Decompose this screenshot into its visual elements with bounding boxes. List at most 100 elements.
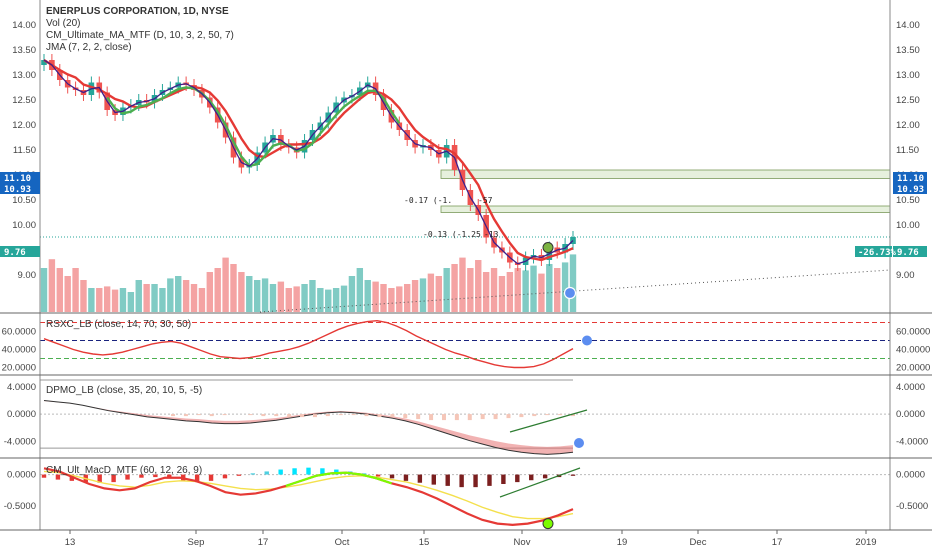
price-y-tick-left: 12.50	[12, 95, 36, 106]
volume-bar	[285, 288, 292, 312]
dpmo-hist-bar	[390, 414, 395, 418]
volume-bar	[538, 273, 545, 312]
measure-annotation-4: -13	[484, 230, 499, 239]
macd-hist-bar	[320, 468, 325, 475]
price-y-tick-right: 11.50	[896, 145, 919, 156]
rsx-y-tick-left: 60.0000	[2, 327, 36, 338]
macd-hist-bar	[167, 474, 172, 479]
x-tick-label: Nov	[514, 537, 531, 548]
volume-bar	[253, 280, 261, 312]
rsx-pane[interactable]	[40, 319, 890, 369]
macd-hist-bar	[208, 474, 214, 481]
volume-bar	[419, 278, 427, 312]
volume-bar	[561, 262, 569, 312]
price-pane[interactable]	[40, 54, 891, 313]
dpmo-hist-bar	[222, 414, 227, 416]
volume-bar	[214, 268, 221, 312]
dpmo-y-tick-right: 0.0000	[896, 409, 925, 420]
volume-bar	[522, 270, 529, 312]
dpmo-hist-bar	[196, 414, 201, 416]
volume-bar	[127, 292, 135, 312]
left-price-tag-2	[0, 183, 40, 194]
volume-bar	[222, 257, 229, 312]
rsx-title: RSXC_LB (close, 14, 70, 30, 50)	[46, 319, 191, 330]
macd-hist-bar	[236, 474, 242, 476]
price-y-tick-left: 11.50	[13, 145, 36, 156]
rsx-marker	[582, 335, 592, 346]
macd-hist-bar	[55, 474, 61, 480]
macd-hist-bar	[570, 474, 576, 476]
price-y-tick-left: 13.50	[12, 45, 36, 56]
right-price-tag-3	[893, 246, 927, 257]
price-y-tick-right: 12.00	[896, 120, 920, 131]
candle-body	[41, 60, 47, 65]
measure-annotation-1: -0.17 (-1.	[404, 196, 452, 205]
volume-bar	[514, 268, 521, 312]
macd-hist-bar	[389, 474, 395, 479]
volume-bar	[206, 272, 214, 312]
rsx-y-tick-left: 20.0000	[2, 363, 36, 374]
macd-hist-bar	[250, 473, 256, 475]
right-price-tag-1	[893, 172, 927, 183]
dpmo-hist-bar	[274, 414, 279, 417]
macd-hist-bar	[264, 471, 269, 475]
volume-bar	[340, 285, 348, 312]
dpmo-hist-bar	[519, 414, 524, 418]
x-tick-label: 15	[419, 537, 430, 548]
volume-bar	[569, 254, 577, 312]
volume-bar	[325, 289, 332, 312]
macd-hist-bar	[111, 474, 116, 483]
volume-bar	[277, 281, 285, 312]
dpmo-marker	[574, 438, 584, 448]
dpmo-hist-bar	[261, 414, 266, 417]
dpmo-hist-bar	[493, 414, 498, 420]
volume-bar	[198, 288, 206, 312]
x-tick-label: Oct	[335, 537, 350, 548]
volume-bar	[388, 288, 395, 312]
volume-bar	[498, 276, 506, 312]
indicator-vol-label: Vol (20)	[46, 18, 80, 29]
rsx-y-tick-right: 60.0000	[896, 327, 930, 338]
volume-bar	[246, 276, 253, 312]
volume-bar	[143, 284, 150, 312]
dpmo-hist-bar	[571, 414, 575, 417]
dpmo-hist-bar	[351, 414, 356, 416]
dpmo-hist-bar	[312, 414, 317, 418]
rsx-line	[43, 319, 574, 369]
volume-bar	[459, 257, 466, 312]
macd-title: CM_Ult_MacD_MTF (60, 12, 26, 9)	[46, 465, 202, 476]
macd-hist-bar	[487, 474, 492, 486]
volume-bar	[64, 276, 71, 312]
macd-pane[interactable]	[40, 467, 890, 530]
dpmo-title: DPMO_LB (close, 35, 20, 10, 5, -5)	[46, 385, 202, 396]
volume-bar	[151, 284, 158, 312]
volume-bar	[72, 268, 79, 312]
volume-bar	[269, 284, 277, 312]
volume-bar	[530, 265, 537, 312]
price-y-tick-right: 14.00	[896, 20, 920, 31]
volume-bar	[238, 272, 245, 312]
volume-bar	[356, 268, 364, 312]
volume-bar	[40, 268, 48, 312]
price-y-tick-left: 9.00	[18, 270, 37, 281]
volume-bar	[380, 284, 387, 312]
volume-bar	[451, 264, 458, 312]
change-percent-text: -26.73%	[858, 248, 897, 258]
dpmo-hist-bar	[209, 414, 214, 417]
left-price-tag-2-text: 10.93	[4, 185, 31, 195]
macd-hist-bar	[222, 474, 228, 479]
dpmo-hist-bar	[558, 414, 563, 416]
dpmo-pane[interactable]	[40, 379, 890, 455]
x-tick-label: 2019	[855, 537, 876, 548]
symbol-title: ENERPLUS CORPORATION, 1D, NYSE	[46, 6, 229, 17]
measure-annotation-2: -57	[478, 196, 493, 205]
right-price-tag-2	[893, 183, 927, 194]
left-price-tag-1-text: 11.10	[4, 174, 31, 184]
volume-bar	[443, 268, 450, 312]
macd-hist-bar	[445, 474, 450, 486]
x-tick-label: 13	[65, 537, 76, 548]
macd-y-tick-left: -0.5000	[4, 501, 36, 512]
macd-hist-bar	[292, 468, 297, 475]
dpmo-hist-bar	[183, 414, 188, 417]
